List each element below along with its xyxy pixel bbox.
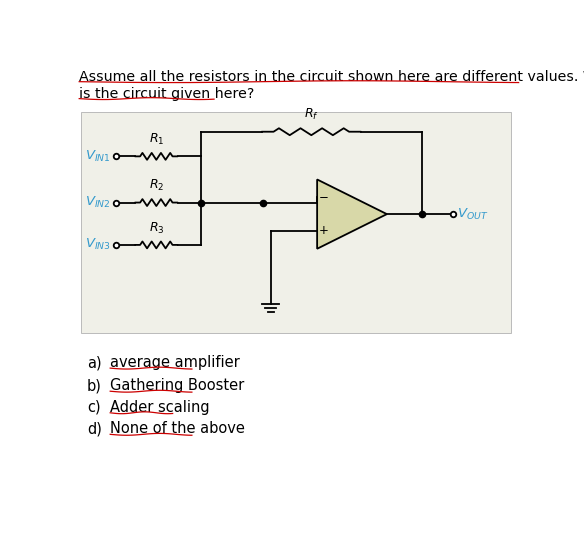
Text: is the circuit given here?: is the circuit given here? [79,87,255,101]
Text: $V_{\mathit{IN2}}$: $V_{\mathit{IN2}}$ [85,195,111,210]
Text: Gathering Booster: Gathering Booster [110,378,245,393]
Text: Assume all the resistors in the circuit shown here are different values. What: Assume all the resistors in the circuit … [79,70,584,84]
Text: +: + [319,224,329,237]
Text: $R_f$: $R_f$ [304,107,319,122]
Text: None of the above: None of the above [110,421,245,436]
Bar [81,112,511,334]
Text: $V_{\mathit{OUT}}$: $V_{\mathit{OUT}}$ [457,207,489,222]
Text: a): a) [87,355,102,370]
Text: −: − [319,191,329,204]
Text: $R_1$: $R_1$ [148,132,164,147]
Text: $V_{\mathit{IN3}}$: $V_{\mathit{IN3}}$ [85,237,111,253]
Text: Adder scaling: Adder scaling [110,400,210,415]
Text: b): b) [87,378,102,393]
Text: average amplifier: average amplifier [110,355,240,370]
Text: c): c) [87,400,100,415]
Text: $R_3$: $R_3$ [148,221,164,236]
Text: d): d) [87,421,102,436]
Polygon shape [317,180,387,249]
Text: $V_{\mathit{IN1}}$: $V_{\mathit{IN1}}$ [85,149,111,164]
Text: $R_2$: $R_2$ [149,178,164,193]
